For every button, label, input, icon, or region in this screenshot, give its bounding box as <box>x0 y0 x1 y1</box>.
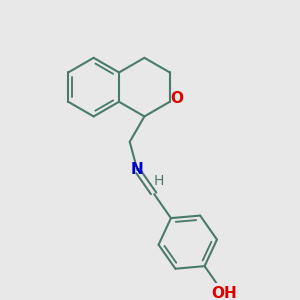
Text: N: N <box>131 162 144 177</box>
Text: H: H <box>154 174 164 188</box>
Text: O: O <box>170 91 183 106</box>
Text: OH: OH <box>211 286 237 300</box>
